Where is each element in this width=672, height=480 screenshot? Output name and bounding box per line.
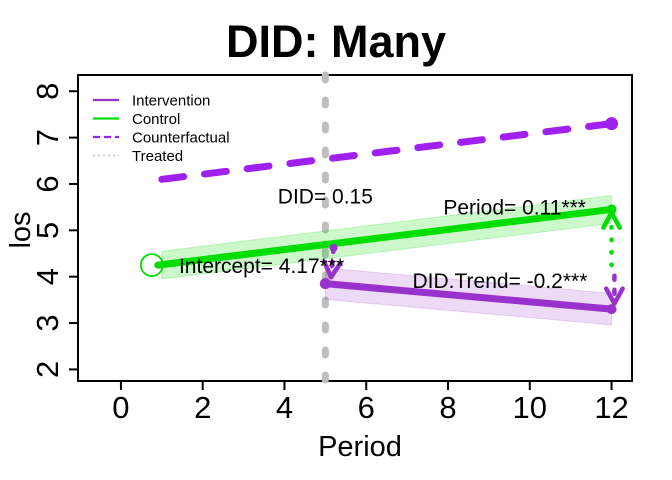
counterfactual-line (158, 120, 616, 183)
y-tick-label: 5 (30, 222, 65, 239)
y-tick-label: 7 (30, 129, 65, 146)
period-effect-arrow-head-0 (609, 210, 622, 230)
x-tick-label: 12 (594, 390, 628, 425)
did-gap-arrow (328, 245, 336, 280)
x-tick-label: 10 (513, 390, 547, 425)
intervention-line (321, 280, 616, 313)
legend-label-control: Control (132, 111, 180, 128)
y-tick-label: 8 (30, 83, 65, 100)
did-gap-arrow-start-dot (329, 243, 338, 252)
x-tick-label: 4 (276, 390, 293, 425)
plot-box (77, 74, 633, 382)
intervention-start-dot (319, 278, 331, 290)
did-gap-arrow-head-1 (328, 260, 343, 280)
y-tick-label: 6 (30, 175, 65, 192)
did-gap-arrow-head-0 (321, 259, 334, 280)
y-tick-label: 4 (30, 268, 65, 285)
x-tick-label: 2 (194, 390, 211, 425)
x-tick-label: 6 (358, 390, 375, 425)
did-trend-annotation: DID.Trend= -0.2*** (412, 270, 587, 293)
did-trend-arrow-head-1 (612, 286, 625, 306)
y-tick-label: 3 (30, 314, 65, 331)
intervention-end-dot (606, 304, 617, 315)
legend-label-counterfactual: Counterfactual (132, 130, 230, 147)
x-axis-label: Period (318, 431, 402, 463)
control-line (154, 205, 616, 269)
counterfactual-end-dot (605, 117, 619, 131)
x-tick-label: 0 (112, 390, 129, 425)
chart-title: DID: Many (226, 16, 446, 67)
did-trend-arrow-head-0 (604, 286, 617, 306)
control-end-dot (606, 204, 617, 215)
did-annotation: DID= 0.15 (278, 185, 373, 208)
legend-label-treated: Treated (132, 148, 183, 165)
y-axis-label: los (5, 211, 37, 248)
x-tick-label: 8 (439, 390, 456, 425)
period-effect-arrow-head-1 (601, 210, 614, 230)
period-annotation: Period= 0.11*** (443, 196, 586, 219)
legend-label-intervention: Intervention (132, 93, 210, 110)
y-tick-label: 2 (30, 361, 65, 378)
intercept-annotation: Intercept= 4.17*** (179, 255, 344, 278)
